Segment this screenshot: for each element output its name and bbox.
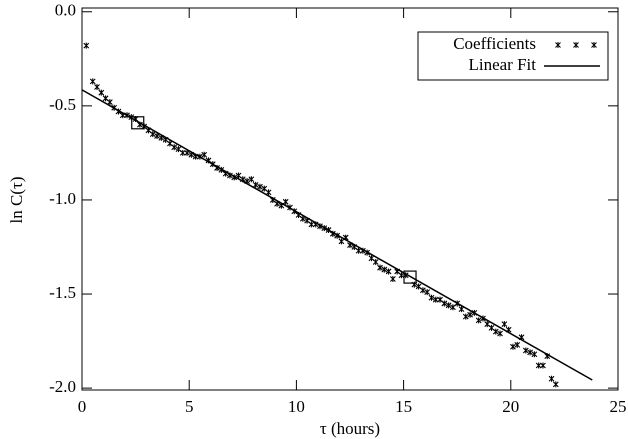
legend-marker: [573, 42, 579, 48]
data-point: [462, 313, 469, 320]
data-point: [381, 266, 388, 273]
data-point: [179, 149, 186, 156]
plot-frame: [81, 7, 619, 391]
data-point: [252, 181, 259, 188]
y-tick-label: -0.5: [49, 95, 76, 114]
data-point: [398, 272, 405, 279]
data-point: [522, 347, 529, 354]
data-point: [428, 294, 435, 301]
data-point: [437, 296, 443, 303]
data-point: [338, 238, 345, 245]
x-axis-label: τ (hours): [320, 419, 380, 438]
data-point: [282, 198, 289, 205]
data-point: [171, 144, 178, 151]
data-point: [94, 84, 100, 91]
data-point: [540, 362, 546, 369]
y-tick-label: -1.5: [49, 283, 76, 302]
y-tick-label: 0.0: [55, 1, 76, 20]
legend-label: Linear Fit: [468, 55, 536, 74]
data-point: [149, 131, 156, 138]
x-tick-label: 25: [610, 397, 627, 416]
data-point: [497, 330, 503, 337]
x-tick-label: 15: [395, 397, 412, 416]
data-point: [527, 349, 533, 356]
data-point: [389, 275, 396, 282]
data-point: [248, 176, 255, 183]
data-point: [424, 289, 431, 296]
data-point: [385, 268, 392, 275]
data-point: [531, 351, 538, 358]
y-tick-label: -2.0: [49, 377, 76, 396]
data-point: [475, 317, 482, 324]
legend-box: [417, 31, 609, 81]
data-point: [467, 311, 473, 318]
highlight-box: [403, 270, 417, 284]
data-point: [377, 264, 383, 271]
data-point: [514, 341, 521, 348]
data-point: [548, 375, 555, 382]
y-axis-label: ln C(τ): [7, 177, 26, 224]
highlight-box: [131, 116, 145, 130]
x-tick-label: 5: [185, 397, 194, 416]
data-point: [83, 42, 90, 49]
x-tick-label: 10: [288, 397, 305, 416]
x-tick-label: 0: [78, 397, 87, 416]
data-point: [98, 89, 105, 96]
data-point: [445, 302, 452, 309]
data-point: [535, 362, 542, 369]
data-point: [106, 99, 113, 106]
data-point: [492, 328, 499, 335]
fit-line: [81, 89, 593, 381]
y-tick-label: -1.0: [49, 189, 76, 208]
data-point: [102, 95, 109, 102]
x-tick-label: 20: [502, 397, 519, 416]
data-point: [265, 189, 272, 196]
data-point: [488, 324, 495, 331]
legend-marker: [591, 42, 597, 48]
data-point: [201, 151, 208, 158]
data-point: [372, 259, 379, 266]
data-point: [89, 78, 96, 85]
data-point: [308, 221, 315, 228]
data-point: [355, 247, 362, 254]
data-point: [510, 343, 516, 350]
data-point: [432, 296, 439, 303]
data-point: [552, 381, 559, 388]
data-point: [441, 300, 448, 307]
data-point: [420, 287, 426, 294]
data-point: [257, 183, 263, 190]
legend-marker: [555, 42, 561, 48]
data-point: [501, 321, 508, 328]
legend-label: Coefficients: [453, 34, 536, 53]
